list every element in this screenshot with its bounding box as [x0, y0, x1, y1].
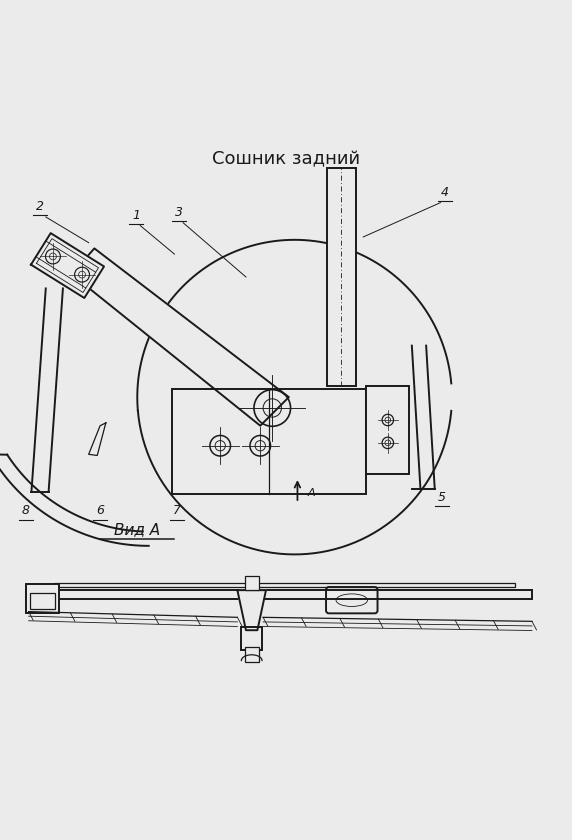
Text: 7: 7 — [173, 504, 181, 517]
Text: 1: 1 — [132, 208, 140, 222]
Polygon shape — [31, 234, 104, 298]
Bar — [327, 168, 356, 386]
Bar — [172, 389, 366, 495]
Text: 8: 8 — [22, 504, 30, 517]
Text: 5: 5 — [438, 491, 446, 504]
Bar — [241, 627, 262, 650]
Bar — [26, 591, 532, 599]
Bar — [245, 576, 259, 591]
Polygon shape — [237, 591, 266, 630]
Polygon shape — [72, 249, 289, 426]
Text: А: А — [308, 487, 315, 497]
Text: 2: 2 — [36, 200, 44, 213]
Bar — [30, 593, 55, 609]
Text: Сошник задний: Сошник задний — [212, 150, 360, 169]
Text: 6: 6 — [96, 504, 104, 517]
Text: Вид А: Вид А — [114, 522, 160, 538]
Bar — [26, 585, 59, 613]
Bar — [54, 583, 515, 586]
Text: 4: 4 — [441, 186, 449, 198]
Text: 3: 3 — [175, 206, 183, 218]
Bar — [366, 386, 409, 475]
Bar — [245, 648, 259, 662]
